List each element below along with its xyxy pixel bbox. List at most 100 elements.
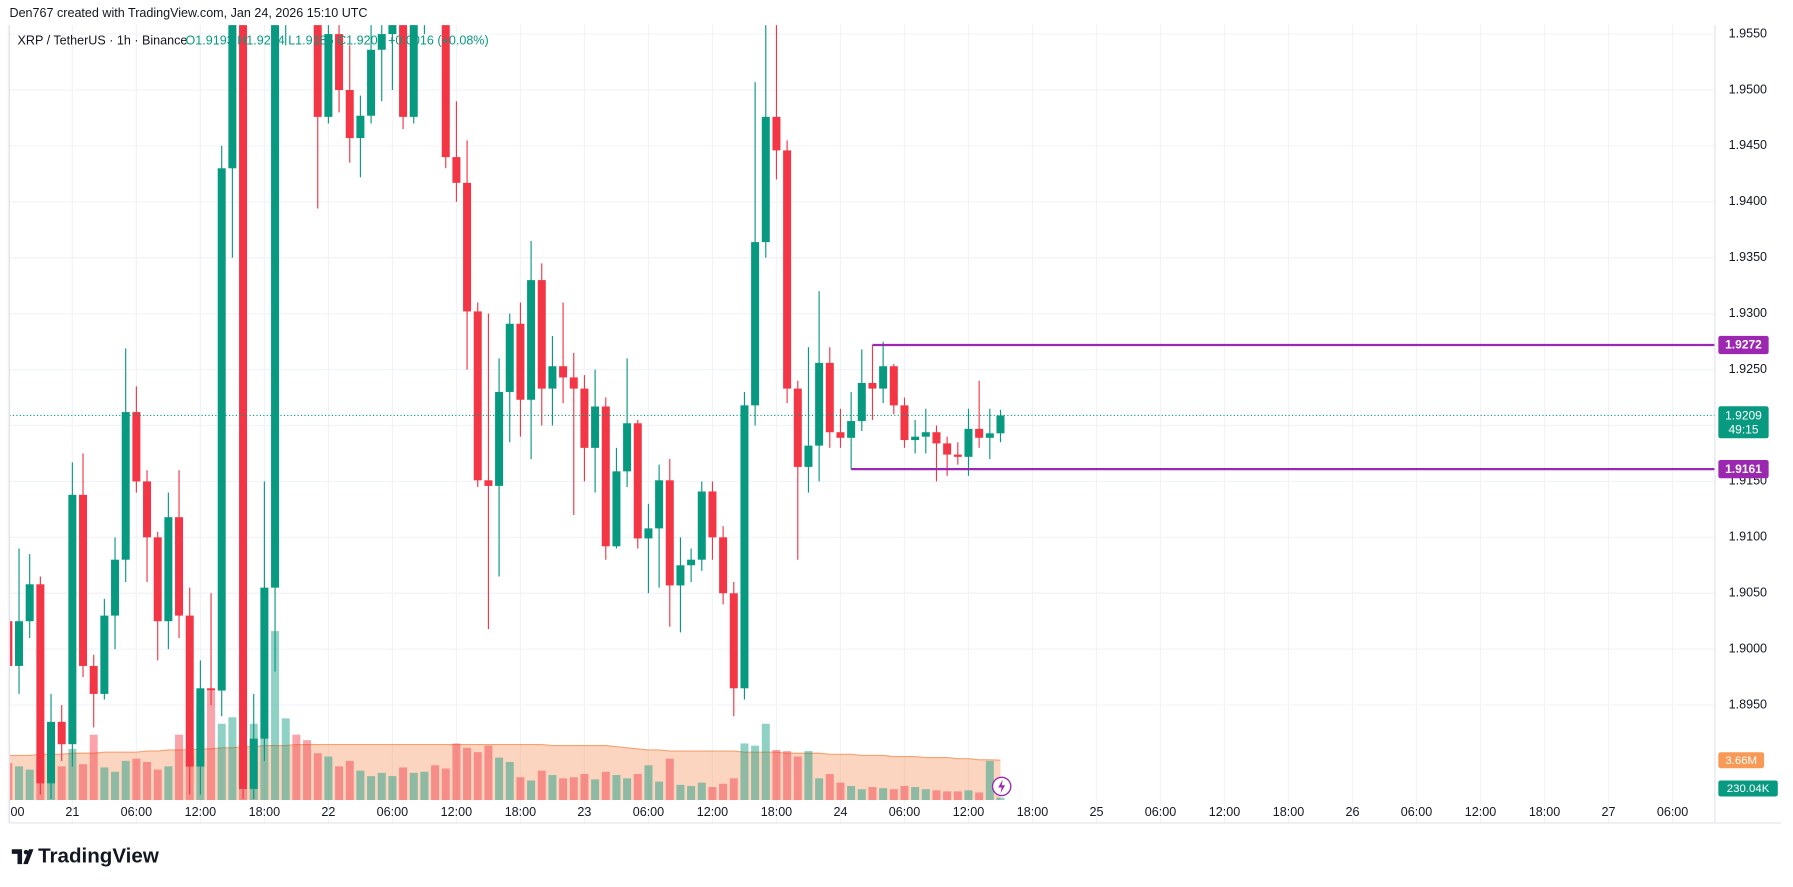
candle-body (612, 471, 621, 547)
volume-bar (111, 771, 120, 801)
volume-bar (228, 717, 237, 801)
volume-bar (921, 789, 930, 801)
credit: Den767 created with TradingView.com, Jan… (9, 6, 367, 20)
candle-body (996, 415, 1005, 434)
candle-body (196, 688, 205, 767)
volume-bar (25, 769, 34, 801)
candle-body (356, 115, 365, 139)
volume-bar (207, 691, 216, 801)
candle-body (665, 480, 674, 586)
volume-bar (431, 765, 440, 801)
volume-bar (943, 791, 952, 801)
x-tick-label: 06:00 (633, 805, 664, 819)
candle-body (324, 34, 333, 117)
volume-bar (708, 787, 717, 801)
candle-body (164, 517, 173, 622)
candle-body (847, 421, 856, 438)
candle-body (484, 480, 493, 486)
y-tick-label: 1.9000 (1729, 641, 1767, 655)
candle-body (569, 377, 578, 389)
volume-bar (697, 782, 706, 801)
candle-body (463, 182, 472, 312)
candle-body (260, 587, 269, 739)
candle-body (100, 615, 109, 694)
volume-bar (132, 758, 141, 801)
x-tick-label: 12:00 (441, 805, 472, 819)
candle-body (367, 49, 376, 116)
candle-body (452, 157, 461, 183)
y-tick-label: 1.8950 (1729, 697, 1767, 711)
x-tick-label: 06:00 (1657, 805, 1688, 819)
volume-bar (367, 776, 376, 801)
x-tick-label: 22 (321, 805, 335, 819)
candle-body (751, 242, 760, 406)
logo (11, 849, 34, 865)
candle-body (591, 406, 600, 448)
volume-bar (580, 773, 589, 801)
volume-bar (271, 631, 280, 801)
volume-bar (719, 783, 728, 801)
candle-body (68, 494, 77, 745)
volume-bar (740, 743, 749, 801)
candle-body (89, 665, 98, 694)
x-tick-label: 06:00 (1401, 805, 1432, 819)
candle-body (121, 412, 130, 560)
volume-bar (441, 768, 450, 801)
x-tick-label: 23 (577, 805, 591, 819)
x-tick-label: 26 (1346, 805, 1360, 819)
candle-body (79, 494, 88, 666)
candle-body (207, 688, 216, 691)
y-tick-label: 1.9100 (1729, 530, 1767, 544)
candle-body (953, 454, 962, 457)
volume-bar (175, 734, 184, 801)
volume-bar (537, 770, 546, 801)
volume-bar (623, 778, 632, 801)
volume-bar (89, 734, 98, 801)
x-tick-label: 27 (1602, 805, 1616, 819)
x-tick-label: 12:00 (1465, 805, 1496, 819)
volume-bar (399, 767, 408, 801)
volume-bar (548, 775, 557, 801)
candle-body (697, 491, 706, 560)
candle-body (143, 481, 152, 538)
price-label: 1.9161 (1725, 462, 1762, 476)
x-tick-label: 06:00 (889, 805, 920, 819)
volume-bar (793, 756, 802, 801)
candle-body (36, 584, 45, 784)
x-tick-label: 06:00 (377, 805, 408, 819)
volume-bar (356, 770, 365, 801)
volume-bar (313, 753, 322, 801)
volume-bar (164, 766, 173, 801)
candle-body (964, 428, 973, 457)
y-tick-label: 1.9300 (1729, 306, 1767, 320)
volume-bar (900, 785, 909, 801)
x-tick-label: 06:00 (1145, 805, 1176, 819)
candle-body (249, 738, 258, 789)
candle-body (132, 412, 141, 482)
y-tick-label: 1.9500 (1729, 82, 1767, 96)
volume-bar (665, 758, 674, 801)
candle-body (601, 406, 610, 547)
volume-bar (953, 791, 962, 801)
price-label-bg (1718, 406, 1769, 439)
volume-bar (569, 777, 578, 801)
candle-body (228, 25, 237, 169)
volume-bar (932, 790, 941, 801)
volume-bar (804, 751, 813, 801)
candle-body (537, 280, 546, 389)
y-tick-label: 1.9350 (1729, 250, 1767, 264)
volume-bar (68, 748, 77, 801)
replay-icon[interactable] (991, 776, 1012, 797)
candle-body (900, 405, 909, 441)
volume-bar (559, 778, 568, 801)
volume-bar (409, 772, 418, 801)
x-tick-label: 12:00 (1209, 805, 1240, 819)
candle-body (879, 366, 888, 389)
volume-bar (121, 760, 130, 801)
ma-label: 3.66M (1725, 755, 1757, 767)
price-label: 1.9272 (1725, 338, 1762, 352)
candle-body (633, 423, 642, 539)
candle-body (708, 491, 717, 538)
candle-body (345, 90, 354, 139)
volume-bar (303, 740, 312, 801)
